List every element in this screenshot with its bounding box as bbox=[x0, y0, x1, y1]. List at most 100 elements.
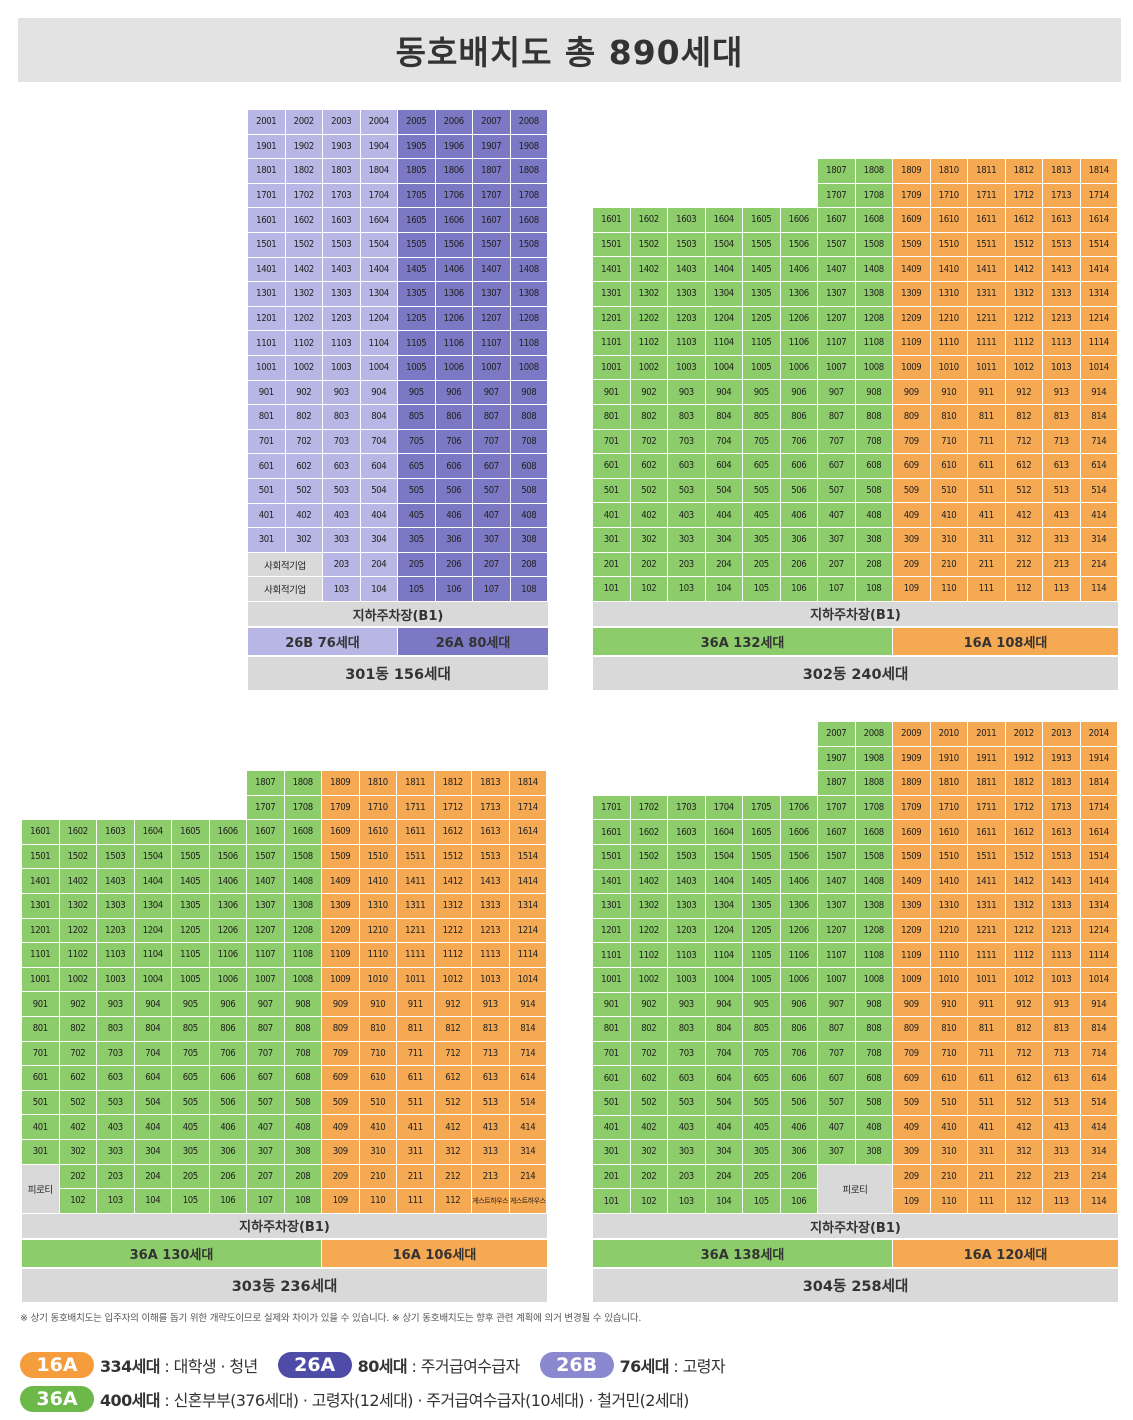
unit-cell: 703 bbox=[323, 429, 360, 454]
unit-cell: 301 bbox=[22, 1140, 59, 1164]
unit-cell: 1207 bbox=[818, 306, 855, 331]
unit-cell: 114 bbox=[1080, 577, 1117, 601]
unit-cell: 607 bbox=[247, 1066, 284, 1090]
unit-cell: 912 bbox=[1005, 380, 1042, 404]
unit-cell: 406 bbox=[209, 1115, 246, 1139]
unit-cell: 907 bbox=[247, 992, 284, 1016]
unit-cell: 601 bbox=[22, 1066, 59, 1090]
unit-cell: 603 bbox=[323, 454, 360, 478]
unit-cell: 1014 bbox=[1080, 355, 1117, 380]
unit-cell: 903 bbox=[668, 992, 705, 1017]
unit-cell: 601 bbox=[248, 454, 285, 478]
unit-cell: 304 bbox=[705, 528, 742, 552]
parking-label: 지하주차장(B1) bbox=[593, 1214, 1118, 1238]
unit-cell: 1204 bbox=[705, 918, 742, 943]
unit-cell: 202 bbox=[630, 1164, 667, 1189]
unit-cell: 1706 bbox=[780, 795, 817, 820]
unit-cell: 804 bbox=[705, 1017, 742, 1041]
unit-cell: 1006 bbox=[780, 968, 817, 992]
unit-cell: 204 bbox=[705, 552, 742, 577]
unit-cell: 503 bbox=[668, 478, 705, 503]
unit-cell: 1006 bbox=[780, 355, 817, 380]
unit-cell: 904 bbox=[705, 992, 742, 1017]
unit-cell: 711 bbox=[968, 1041, 1005, 1066]
unit-cell: 1310 bbox=[359, 894, 396, 918]
unit-cell: 1808 bbox=[284, 771, 321, 795]
legend-item: 16A 334세대 : 대학생 · 청년 bbox=[20, 1352, 258, 1378]
unit-cell: 406 bbox=[780, 503, 817, 527]
unit-cell: 602 bbox=[630, 454, 667, 478]
unit-cell: 311 bbox=[968, 1140, 1005, 1164]
unit-cell: 913 bbox=[472, 992, 509, 1016]
unit-cell: 110 bbox=[930, 1189, 967, 1213]
unit-cell: 404 bbox=[134, 1115, 171, 1139]
unit-cell: 1705 bbox=[398, 183, 435, 208]
unit-cell: 1206 bbox=[435, 306, 472, 331]
unit-cell: 709 bbox=[893, 1041, 930, 1066]
unit-cell: 1213 bbox=[472, 918, 509, 943]
unit-cell: 503 bbox=[668, 1091, 705, 1115]
unit-cell: 1708 bbox=[510, 183, 547, 208]
unit-cell: 1613 bbox=[1043, 820, 1080, 844]
unit-cell: 203 bbox=[668, 1164, 705, 1189]
unit-cell: 714 bbox=[1080, 429, 1117, 454]
unit-cell: 814 bbox=[1080, 1017, 1117, 1041]
unit-cell: 1309 bbox=[322, 894, 359, 918]
unit-cell: 1503 bbox=[323, 233, 360, 257]
unit-cell: 1608 bbox=[855, 208, 892, 232]
unit-cell: 103 bbox=[668, 1189, 705, 1213]
unit-cell: 209 bbox=[893, 552, 930, 577]
unit-cell: 1210 bbox=[359, 918, 396, 943]
unit-cell: 812 bbox=[1005, 1017, 1042, 1041]
unit-cell: 1611 bbox=[397, 820, 434, 844]
unit-cell: 105 bbox=[172, 1189, 209, 1213]
unit-cell: 813 bbox=[1043, 405, 1080, 429]
unit-cell: 1105 bbox=[172, 943, 209, 967]
unit-cell: 708 bbox=[855, 1041, 892, 1066]
unit-cell: 1107 bbox=[818, 943, 855, 967]
unit-cell: 505 bbox=[743, 1091, 780, 1115]
unit-cell: 1605 bbox=[743, 820, 780, 844]
unit-cell: 805 bbox=[172, 1017, 209, 1041]
unit-cell: 609 bbox=[893, 1066, 930, 1090]
unit-cell: 1306 bbox=[780, 282, 817, 306]
unit-cell: 506 bbox=[780, 1091, 817, 1115]
unit-cell: 1007 bbox=[247, 967, 284, 992]
unit-cell: 1810 bbox=[930, 159, 967, 183]
unit-cell: 206 bbox=[780, 1164, 817, 1189]
unit-cell: 1704 bbox=[360, 183, 397, 208]
unit-cell: 1503 bbox=[668, 845, 705, 869]
unit-cell: 304 bbox=[134, 1140, 171, 1164]
unit-cell: 701 bbox=[593, 429, 630, 454]
unit-cell: 405 bbox=[743, 503, 780, 527]
unit-cell: 1206 bbox=[780, 306, 817, 331]
unit-cell: 111 bbox=[968, 1189, 1005, 1213]
unit-cell: 1204 bbox=[705, 306, 742, 331]
unit-cell: 1007 bbox=[818, 968, 855, 992]
unit-cell: 306 bbox=[209, 1140, 246, 1164]
unit-cell: 402 bbox=[630, 503, 667, 527]
unit-cell: 910 bbox=[930, 380, 967, 404]
unit-cell: 1512 bbox=[1005, 232, 1042, 257]
unit-cell: 2008 bbox=[855, 722, 892, 746]
unit-cell: 705 bbox=[743, 1041, 780, 1066]
unit-cell: 902 bbox=[59, 992, 96, 1016]
unit-cell: 407 bbox=[473, 503, 510, 528]
unit-cell: 201 bbox=[593, 1164, 630, 1189]
unit-cell: 1701 bbox=[593, 795, 630, 820]
unit-cell: 1006 bbox=[209, 967, 246, 992]
unit-type-summary: 36A 130세대 bbox=[22, 1239, 321, 1267]
unit-cell: 1906 bbox=[435, 134, 472, 159]
unit-cell: 1811 bbox=[397, 771, 434, 795]
unit-cell: 704 bbox=[360, 429, 397, 454]
unit-cell: 604 bbox=[360, 454, 397, 478]
unit-cell: 807 bbox=[818, 405, 855, 429]
unit-cell: 405 bbox=[398, 503, 435, 528]
unit-cell: 1405 bbox=[398, 257, 435, 282]
unit-cell: 710 bbox=[930, 1041, 967, 1066]
unit-cell: 901 bbox=[22, 992, 59, 1016]
unit-cell: 811 bbox=[397, 1017, 434, 1041]
unit-cell: 103 bbox=[323, 577, 360, 601]
unit-cell: 802 bbox=[59, 1017, 96, 1041]
unit-cell: 311 bbox=[968, 528, 1005, 552]
